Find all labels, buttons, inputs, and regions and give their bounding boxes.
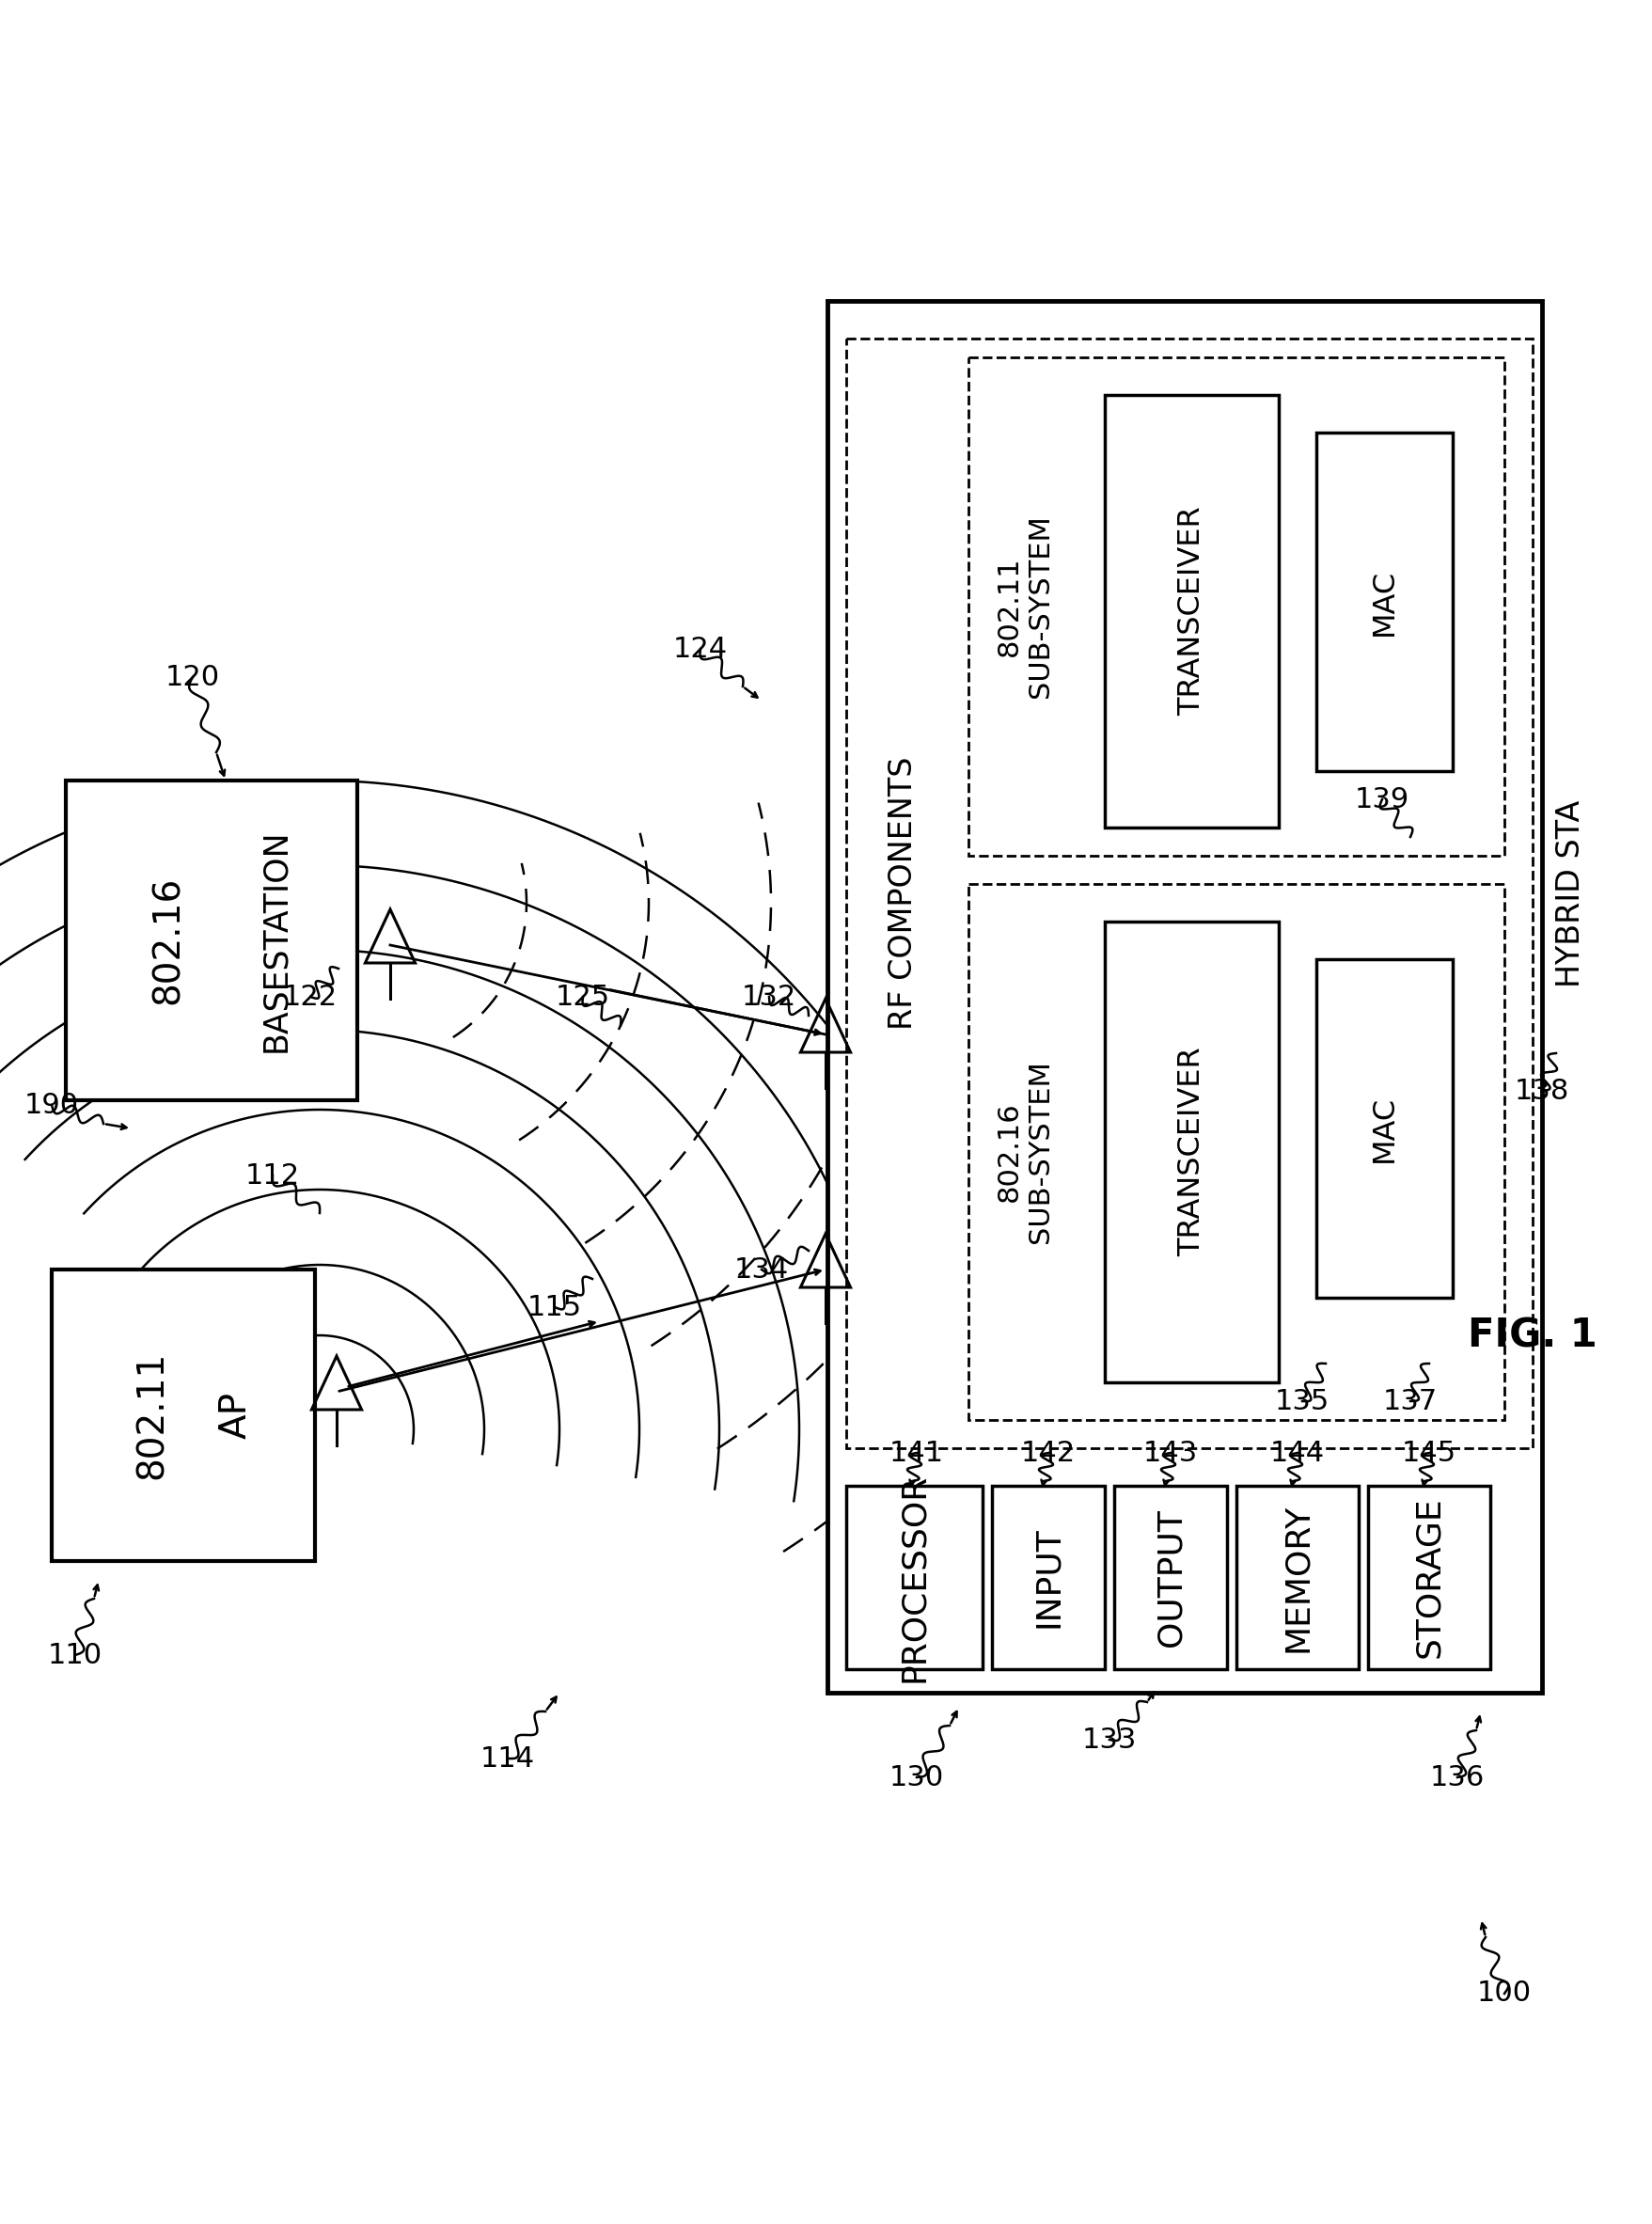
Text: 141: 141 <box>889 1439 943 1466</box>
Text: 144: 144 <box>1270 1439 1325 1466</box>
Bar <box>1368 1486 1490 1670</box>
Text: OUTPUT: OUTPUT <box>1155 1508 1186 1646</box>
Text: 100: 100 <box>1477 1979 1531 2008</box>
Text: 802.11: 802.11 <box>134 1352 170 1479</box>
Text: 112: 112 <box>246 1161 301 1190</box>
Bar <box>1105 921 1279 1383</box>
Text: 125: 125 <box>555 983 610 1010</box>
Bar <box>51 1270 316 1561</box>
Bar <box>846 338 1533 1448</box>
Text: MAC: MAC <box>1370 569 1399 636</box>
Text: 139: 139 <box>1355 785 1409 814</box>
Text: INPUT: INPUT <box>1032 1528 1064 1628</box>
Bar <box>968 883 1505 1419</box>
Text: HYBRID STA: HYBRID STA <box>1555 801 1586 987</box>
Text: 124: 124 <box>672 636 729 663</box>
Bar <box>1317 434 1452 772</box>
Text: BASESTATION: BASESTATION <box>259 830 292 1052</box>
Text: 122: 122 <box>282 983 337 1010</box>
Text: 110: 110 <box>48 1641 102 1668</box>
Bar <box>968 358 1505 856</box>
Bar <box>1105 396 1279 827</box>
Text: 132: 132 <box>742 983 796 1010</box>
Text: 120: 120 <box>165 663 220 692</box>
Text: MAC: MAC <box>1370 1094 1399 1161</box>
Text: MEMORY: MEMORY <box>1282 1503 1313 1652</box>
Bar <box>1236 1486 1358 1670</box>
Text: 114: 114 <box>481 1746 535 1773</box>
Text: TRANSCEIVER: TRANSCEIVER <box>1178 507 1206 716</box>
Bar <box>828 300 1541 1692</box>
Bar <box>991 1486 1105 1670</box>
Text: 134: 134 <box>733 1257 790 1283</box>
Text: 190: 190 <box>25 1092 79 1119</box>
Text: PROCESSOR: PROCESSOR <box>899 1472 930 1681</box>
Text: TRANSCEIVER: TRANSCEIVER <box>1178 1048 1206 1257</box>
Text: 802.11
SUB-SYSTEM: 802.11 SUB-SYSTEM <box>996 516 1054 698</box>
Text: 133: 133 <box>1082 1726 1137 1753</box>
Text: FIG. 1: FIG. 1 <box>1469 1317 1597 1354</box>
Text: RF COMPONENTS: RF COMPONENTS <box>887 756 919 1030</box>
Text: STORAGE: STORAGE <box>1412 1497 1446 1659</box>
Text: 136: 136 <box>1431 1764 1485 1790</box>
Text: AP: AP <box>218 1392 254 1439</box>
Text: 115: 115 <box>527 1294 582 1321</box>
Text: 143: 143 <box>1143 1439 1198 1466</box>
Text: 802.16
SUB-SYSTEM: 802.16 SUB-SYSTEM <box>996 1061 1054 1243</box>
Bar <box>1113 1486 1227 1670</box>
Bar <box>1317 959 1452 1299</box>
Text: 138: 138 <box>1515 1076 1569 1105</box>
Text: 802.16: 802.16 <box>150 876 185 1005</box>
Bar <box>846 1486 983 1670</box>
Text: 137: 137 <box>1383 1388 1437 1414</box>
Text: 142: 142 <box>1021 1439 1075 1466</box>
Text: 145: 145 <box>1403 1439 1457 1466</box>
Text: 130: 130 <box>889 1764 943 1790</box>
Text: 135: 135 <box>1275 1388 1330 1414</box>
Bar <box>66 781 357 1101</box>
